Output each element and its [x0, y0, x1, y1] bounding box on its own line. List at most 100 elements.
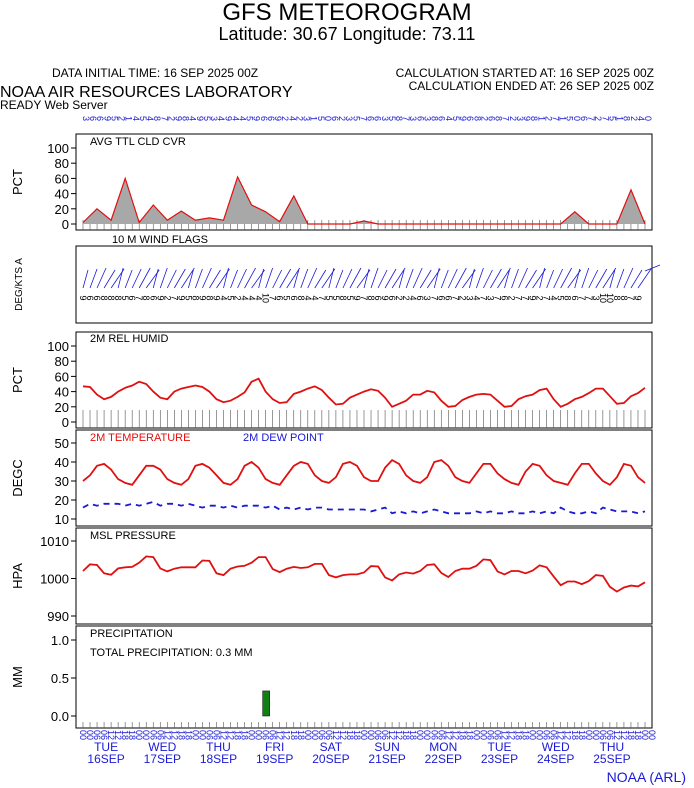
- top-value-label: 1: [124, 116, 134, 121]
- x-hour-label: 12: [619, 730, 629, 740]
- x-hour-label: 12: [387, 730, 397, 740]
- wind-barb: [398, 269, 405, 289]
- x-hour-label: 12: [563, 730, 573, 740]
- top-value-label: 3: [380, 116, 390, 121]
- wind-speed-label: 4: [310, 295, 320, 300]
- wind-barb: [490, 268, 502, 289]
- wind-speed-label: 8: [190, 295, 200, 300]
- wind-barb: [644, 264, 661, 272]
- top-value-label: 2: [166, 116, 176, 121]
- x-hour-label: 12: [443, 730, 453, 740]
- wind-speed-label: 4: [247, 295, 257, 300]
- y-tick-label: 80: [55, 354, 69, 369]
- top-value-label: 4: [216, 116, 226, 121]
- wind-speed-label: 8: [106, 295, 116, 300]
- x-date-label: 24SEP: [537, 752, 574, 766]
- y-tick-label: 100: [47, 339, 69, 354]
- wind-barb: [265, 267, 274, 289]
- wind-speed-label: 5: [556, 295, 566, 300]
- top-value-label: 5: [138, 116, 148, 121]
- top-value-label: 9: [458, 116, 468, 121]
- rh-line: [82, 377, 646, 408]
- wind-barb: [511, 268, 519, 289]
- top-value-label: 3: [344, 116, 354, 121]
- top-value-label: 3: [81, 116, 91, 121]
- wind-speed-label: 8: [204, 295, 214, 300]
- wind-barb: [553, 268, 564, 289]
- wind-speed-label: 3: [422, 295, 432, 300]
- wind-barb: [230, 269, 238, 289]
- top-value-label: 5: [202, 116, 212, 121]
- top-value-label: 7: [600, 116, 610, 121]
- x-date-label: 20SEP: [312, 752, 349, 766]
- y-axis-label: DEGC: [10, 459, 25, 497]
- y-tick-label: 0.0: [51, 709, 69, 724]
- wind-speed-label: 4: [254, 295, 264, 300]
- top-value-label: 2: [337, 116, 347, 121]
- wind-speed-label: 6: [127, 295, 137, 300]
- x-hour-label: 12: [331, 730, 341, 740]
- top-value-label: 9: [102, 116, 112, 121]
- top-value-label: 6: [373, 116, 383, 121]
- initial-time: DATA INITIAL TIME: 16 SEP 2025 00Z: [52, 66, 259, 80]
- wind-speed-label: 2: [233, 295, 243, 300]
- x-day-label: MON: [429, 740, 457, 754]
- x-hour-label: 18: [289, 730, 299, 740]
- wind-barb: [279, 268, 292, 289]
- wind-barb: [209, 269, 221, 289]
- x-hour-label: 18: [521, 730, 531, 740]
- wind-speed-label: 5: [282, 295, 292, 300]
- wind-barb: [518, 267, 528, 289]
- x-hour-label: 06: [429, 730, 439, 740]
- wind-speed-label: 9: [176, 295, 186, 300]
- x-hour-label: 06: [92, 730, 102, 740]
- wind-speed-label: 6: [436, 295, 446, 300]
- top-value-label: 5: [316, 116, 326, 121]
- top-value-label: 8: [181, 116, 191, 121]
- wind-speed-label: 4: [240, 295, 250, 300]
- x-hour-label: 00: [640, 730, 650, 740]
- wind-barb: [286, 267, 301, 289]
- y-axis-label: MM: [10, 666, 25, 688]
- x-hour-label: 12: [450, 730, 460, 740]
- top-value-label: 7: [358, 116, 368, 121]
- x-hour-label: 06: [485, 730, 495, 740]
- x-hour-label: 00: [190, 730, 200, 740]
- dewpoint-line: [82, 500, 646, 515]
- wind-barb: [195, 268, 203, 289]
- top-value-label: 6: [259, 116, 269, 121]
- x-hour-label: 00: [359, 730, 369, 740]
- x-hour-label: 00: [197, 730, 207, 740]
- top-value-label: 7: [551, 116, 561, 121]
- top-value-label: 3: [209, 116, 219, 121]
- x-date-label: 21SEP: [368, 752, 405, 766]
- wind-barb: [237, 268, 247, 289]
- wind-barb: [504, 269, 510, 289]
- x-hour-label: 00: [254, 730, 264, 740]
- top-value-label: 2: [508, 116, 518, 121]
- wind-speed-label: 8: [141, 295, 151, 300]
- wind-barb: [272, 269, 283, 289]
- x-hour-label: 12: [275, 730, 285, 740]
- wind-speed-label: 3: [485, 295, 495, 300]
- y-tick-label: 0: [62, 415, 69, 430]
- x-hour-label: 06: [99, 730, 109, 740]
- top-value-label: 4: [287, 116, 297, 121]
- x-hour-label: 18: [626, 730, 636, 740]
- wind-barb: [447, 268, 458, 289]
- top-value-label: 2: [593, 116, 603, 121]
- x-hour-label: 06: [148, 730, 158, 740]
- top-value-label: 8: [529, 116, 539, 121]
- wind-barb: [96, 267, 107, 289]
- x-hour-label: 12: [507, 730, 517, 740]
- x-hour-label: 12: [500, 730, 510, 740]
- wind-barb: [187, 269, 194, 289]
- credit: NOAA (ARL): [606, 769, 686, 785]
- wind-speed-label: 9: [633, 295, 643, 300]
- lab-name: NOAA AIR RESOURCES LABORATORY: [0, 84, 293, 101]
- wind-speed-label: 6: [289, 295, 299, 300]
- wind-speed-label: 6: [275, 295, 285, 300]
- y-tick-label: 1000: [40, 572, 69, 587]
- top-value-label: 5: [351, 116, 361, 121]
- x-day-label: WED: [148, 740, 176, 754]
